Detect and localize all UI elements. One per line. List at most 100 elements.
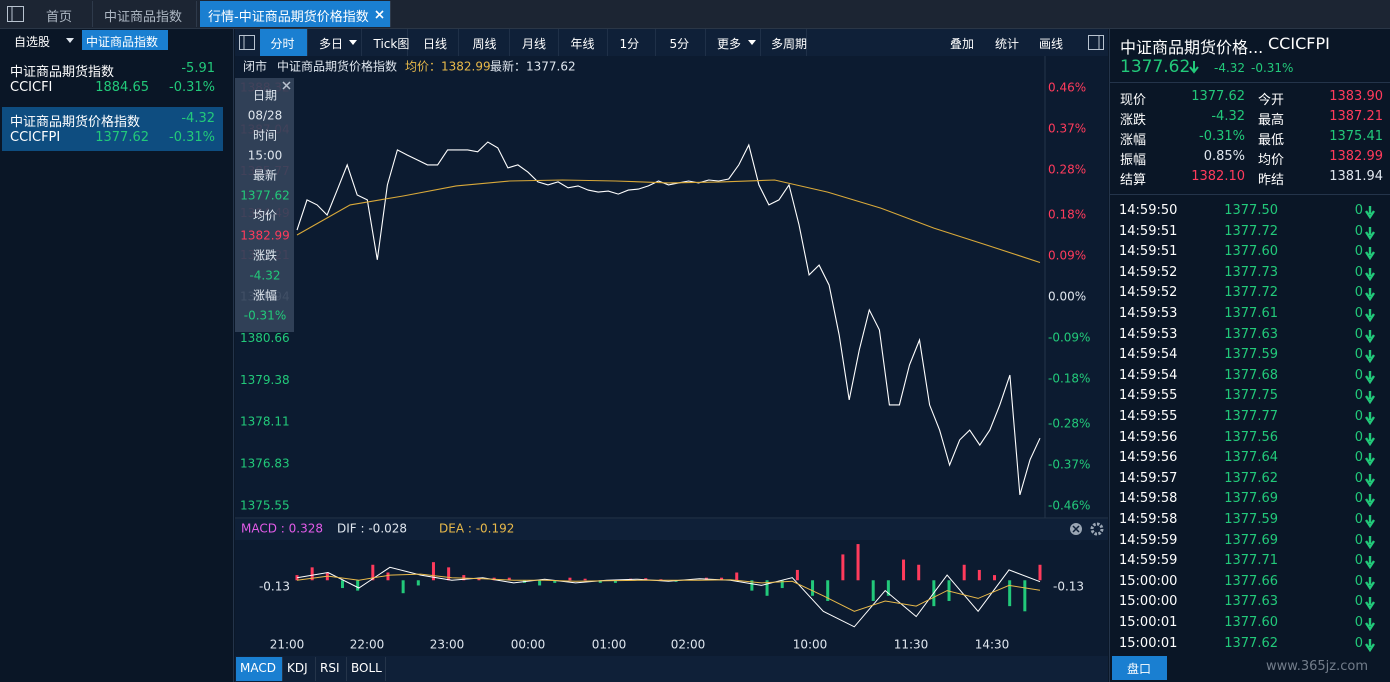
period-label: 周线 xyxy=(472,37,497,51)
macd-bar xyxy=(826,580,830,601)
period-button[interactable]: 多周期 xyxy=(762,29,807,56)
arrow xyxy=(1365,391,1375,405)
quote-panel: 中证商品期货价格... CCICFPI 1377.62 -4.32 -0.31% 现价 13… xyxy=(1109,29,1390,682)
period-label: 月线 xyxy=(522,37,547,51)
trade-volume: 0 xyxy=(1354,306,1363,321)
indicator-tab[interactable]: MACD xyxy=(236,657,283,681)
tool-button[interactable]: 统计 xyxy=(993,29,1025,56)
indicator-tab[interactable]: BOLL xyxy=(347,657,386,681)
y2-tick-label: 0.28% xyxy=(1048,162,1086,176)
trade-arrow xyxy=(1365,494,1375,508)
trade-arrow xyxy=(1365,288,1375,302)
stat-value: 1383.90 xyxy=(1329,89,1383,104)
info-last: 最新：1377.62 xyxy=(490,59,576,74)
watchlist-tab[interactable]: 自选股 xyxy=(4,30,78,50)
period-button[interactable]: 1分 xyxy=(610,29,656,56)
tab-close xyxy=(375,10,384,19)
tooltip-text: -0.31% xyxy=(244,309,286,323)
period-button[interactable]: Tick图 xyxy=(366,29,409,56)
macd-header-label: DIF : -0.028 xyxy=(337,522,407,536)
period-label: 5分 xyxy=(669,37,690,51)
stat-label: 最低 xyxy=(1258,133,1285,148)
trade-price: 1377.62 xyxy=(1224,470,1278,486)
arrow xyxy=(1365,267,1375,281)
macd-bar xyxy=(447,567,451,581)
trade-volume: 0 xyxy=(1354,326,1363,342)
macd-bar xyxy=(659,579,663,581)
period-button[interactable]: 多日 xyxy=(310,29,362,56)
caret xyxy=(66,38,74,43)
period-button[interactable]: 年线 xyxy=(560,29,608,56)
y-tick-label: 1376.83 xyxy=(240,457,290,471)
period-button[interactable]: 月线 xyxy=(512,29,559,56)
arrow xyxy=(1365,556,1375,570)
trade-arrow xyxy=(1365,206,1375,219)
macd-bar xyxy=(416,580,420,586)
toolbar: 分时 多日 Tick图 日线 周线 月线 年线 1分 5分 更多 多周期 叠加 统计 画线 xyxy=(235,29,1108,57)
arrow xyxy=(1365,226,1375,240)
trade-arrow xyxy=(1365,535,1375,549)
arrow xyxy=(1365,453,1375,467)
tooltip-text: 涨跌 xyxy=(253,248,277,263)
tooltip-text: 1377.62 xyxy=(240,189,290,203)
trade-arrow xyxy=(1365,350,1375,364)
tab[interactable]: 首页 xyxy=(34,1,93,27)
indicator-tab[interactable]: KDJ xyxy=(283,657,316,681)
tab[interactable]: 行情-中证商品期货价格指数 xyxy=(200,1,391,27)
trade-price: 1377.50 xyxy=(1224,203,1278,218)
macd-bar xyxy=(735,572,739,581)
period-button[interactable]: 分时 xyxy=(260,29,308,56)
macd-header-label: MACD : 0.328 xyxy=(241,522,323,536)
y2-tick-label: -0.18% xyxy=(1048,371,1090,385)
info-name: 中证商品期货价格指数 xyxy=(277,59,397,74)
panel-toggle xyxy=(1088,35,1104,50)
divider xyxy=(1110,194,1390,195)
price-line xyxy=(296,141,1041,496)
indicator-label: MACD xyxy=(240,661,276,675)
y2-tick-label: 0.37% xyxy=(1048,121,1086,135)
macd-bar xyxy=(720,577,724,581)
period-button[interactable]: 5分 xyxy=(660,29,706,56)
tool-button[interactable]: 叠加 xyxy=(948,29,980,56)
menu-icon xyxy=(7,6,24,22)
close-x xyxy=(375,10,384,19)
stat-value: 1381.94 xyxy=(1329,169,1383,184)
macd-bar xyxy=(598,580,602,583)
trade-time: 14:59:51 xyxy=(1119,244,1178,260)
watchlist-row[interactable]: 中证商品期货价格指数 -4.32 CCICFPI 1377.62 -0.31% xyxy=(2,107,223,151)
trade-price: 1377.60 xyxy=(1224,244,1278,260)
period-button[interactable]: 日线 xyxy=(414,29,459,56)
macd-bar xyxy=(386,572,390,581)
macd-bar xyxy=(795,569,799,581)
macd-header-label: DEA : -0.192 xyxy=(439,522,514,536)
trade-volume: 0 xyxy=(1354,244,1363,260)
trade-time: 14:59:53 xyxy=(1119,306,1178,321)
watchlist-row[interactable]: 中证商品期货指数 -5.91 CCICFI 1884.65 -0.31% xyxy=(2,57,223,101)
macd-line xyxy=(296,573,1041,612)
trade-volume: 0 xyxy=(1354,388,1363,404)
macd-bar xyxy=(1038,564,1042,581)
macd-bar xyxy=(644,578,648,581)
quote-pct: -0.31% xyxy=(1251,61,1294,75)
indicator-label: BOLL xyxy=(351,661,382,675)
order-book-button[interactable]: 盘口 xyxy=(1112,656,1167,680)
trade-volume: 0 xyxy=(1354,635,1363,651)
trade-arrow xyxy=(1365,267,1375,281)
arrow xyxy=(1365,535,1375,549)
watchlist-tab[interactable]: 中证商品指数 xyxy=(82,30,168,50)
watchlist-tab-label: 自选股 xyxy=(14,35,51,49)
stat-label: 结算 xyxy=(1120,173,1147,188)
indicator-tab[interactable]: RSI xyxy=(316,657,347,681)
period-button[interactable]: 更多 xyxy=(708,29,761,56)
trade-arrow xyxy=(1365,473,1375,487)
arrow xyxy=(1365,370,1375,384)
trade-price: 1377.66 xyxy=(1224,573,1278,589)
tab-label: 中证商品指数 xyxy=(104,10,183,25)
trade-arrow xyxy=(1365,618,1375,631)
tool-button[interactable]: 画线 xyxy=(1037,29,1069,56)
period-button[interactable]: 周线 xyxy=(462,29,510,56)
trade-volume: 0 xyxy=(1354,429,1363,445)
macd-bar xyxy=(871,580,875,601)
tab[interactable]: 中证商品指数 xyxy=(92,1,197,27)
